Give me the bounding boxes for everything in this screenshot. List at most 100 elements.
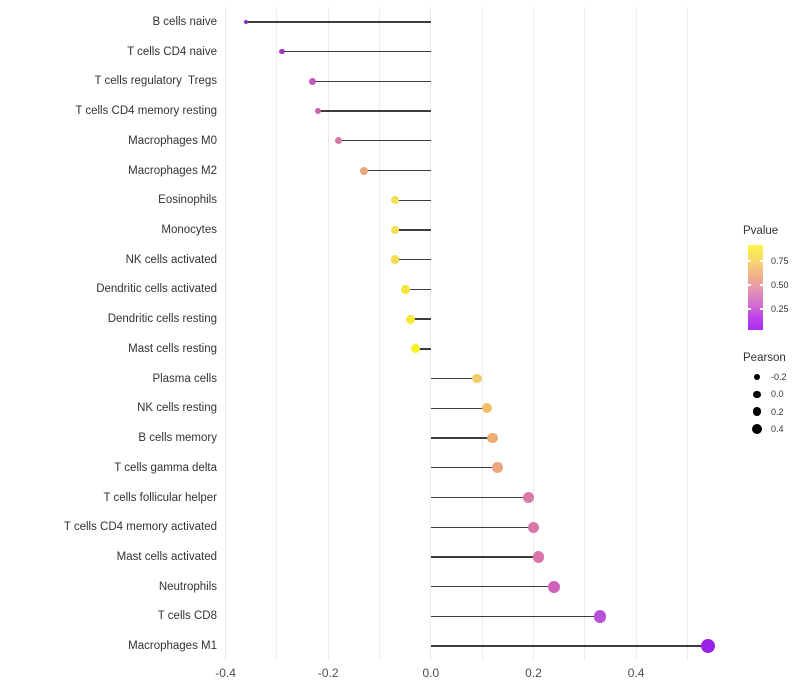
category-label: Eosinophils xyxy=(158,194,217,207)
stem-line xyxy=(405,288,431,291)
data-point xyxy=(482,403,493,414)
stem-line xyxy=(394,258,431,261)
stem-line xyxy=(430,407,488,409)
data-point xyxy=(700,638,716,654)
data-point xyxy=(314,107,322,115)
gridline xyxy=(584,7,586,661)
data-point xyxy=(390,255,400,264)
stem-line xyxy=(312,80,431,82)
data-point xyxy=(405,314,415,324)
category-label: Mast cells resting xyxy=(128,342,217,355)
legend-pvalue-title: Pvalue xyxy=(743,225,779,237)
pearson-tick-label: 0.2 xyxy=(771,406,784,417)
gridline xyxy=(225,7,227,661)
pearson-size-dot xyxy=(753,390,761,399)
data-point xyxy=(492,462,503,474)
stem-line xyxy=(430,377,477,380)
stem-line xyxy=(430,585,554,588)
category-label: T cells CD4 memory activated xyxy=(63,521,217,534)
stem-line xyxy=(415,348,431,350)
category-label: T cells CD4 memory resting xyxy=(75,105,217,118)
category-label: Monocytes xyxy=(161,223,217,236)
data-point xyxy=(334,137,343,145)
gradient-tick-mark xyxy=(748,284,751,286)
data-point xyxy=(522,491,534,504)
stem-line xyxy=(430,526,534,528)
gridline xyxy=(686,7,688,661)
category-label: B cells memory xyxy=(138,432,217,445)
stem-line xyxy=(430,556,539,558)
data-point xyxy=(532,551,545,563)
x-tick-label: 0.0 xyxy=(422,666,440,680)
category-label: Macrophages M0 xyxy=(128,134,217,147)
stem-line xyxy=(394,199,431,201)
category-label: B cells naive xyxy=(152,15,217,28)
category-label: Macrophages M1 xyxy=(128,640,217,653)
gridline xyxy=(276,7,278,661)
data-point xyxy=(472,373,482,384)
stem-line xyxy=(246,21,431,23)
category-label: Macrophages M2 xyxy=(128,164,217,177)
category-label: NK cells activated xyxy=(125,253,217,266)
gradient-tick-mark xyxy=(760,308,763,310)
data-point xyxy=(410,344,420,354)
data-point xyxy=(279,48,285,55)
category-label: NK cells resting xyxy=(137,402,217,415)
data-point xyxy=(390,196,400,205)
data-point xyxy=(390,225,400,235)
stem-line xyxy=(338,140,431,142)
data-point xyxy=(527,521,540,533)
gradient-tick-mark xyxy=(748,308,751,310)
legend-pvalue: Pvalue 0.75 0.50 0.25 xyxy=(741,225,800,335)
gridline xyxy=(532,7,534,661)
data-point xyxy=(400,285,410,294)
category-label: T cells CD4 naive xyxy=(127,45,217,58)
x-tick-label: -0.2 xyxy=(317,666,339,680)
pvalue-tick-label: 0.50 xyxy=(771,279,789,290)
pvalue-tick-label: 0.75 xyxy=(771,255,789,266)
category-label: T cells CD8 xyxy=(157,610,217,623)
pearson-tick-label: 0.4 xyxy=(771,423,784,434)
data-point xyxy=(244,19,249,24)
gridline xyxy=(327,7,329,661)
gradient-tick-mark xyxy=(748,260,751,262)
stem-line xyxy=(364,169,431,172)
stem-line xyxy=(430,467,498,469)
stem-line xyxy=(410,318,431,320)
data-point xyxy=(360,166,369,175)
gridline xyxy=(481,7,483,661)
gridline xyxy=(430,7,432,661)
gradient-tick-mark xyxy=(760,284,763,286)
stem-line xyxy=(430,615,601,618)
category-label: Neutrophils xyxy=(158,580,217,593)
pvalue-gradient-bar xyxy=(748,245,763,330)
gridline xyxy=(379,7,380,661)
data-point xyxy=(487,432,498,444)
category-label: Mast cells activated xyxy=(116,550,217,563)
stem-line xyxy=(430,437,493,439)
category-label: Dendritic cells resting xyxy=(107,313,217,326)
category-label: T cells regulatory Tregs xyxy=(94,75,217,88)
legend-pearson: Pearson -0.2 0.0 0.2 0.4 xyxy=(741,352,800,442)
gradient-tick-mark xyxy=(760,260,763,262)
legend-pearson-title: Pearson xyxy=(743,352,786,364)
category-label: T cells gamma delta xyxy=(114,461,217,474)
plot-panel xyxy=(223,7,731,661)
pearson-tick-label: -0.2 xyxy=(771,372,787,382)
stem-line xyxy=(430,496,529,499)
stem-line xyxy=(394,229,431,231)
pearson-size-dot xyxy=(753,373,761,381)
pearson-size-dot xyxy=(752,423,762,434)
category-label: Dendritic cells activated xyxy=(96,283,217,296)
data-point xyxy=(548,580,560,593)
x-tick-label: 0.4 xyxy=(627,666,645,680)
x-tick-label: 0.2 xyxy=(525,666,542,680)
stem-line xyxy=(317,110,431,112)
gridline xyxy=(635,7,637,661)
pearson-size-dot xyxy=(752,407,762,416)
pearson-tick-label: 0.0 xyxy=(771,389,784,400)
stem-line xyxy=(282,50,431,53)
data-point xyxy=(309,78,317,85)
category-label: T cells follicular helper xyxy=(103,491,217,504)
